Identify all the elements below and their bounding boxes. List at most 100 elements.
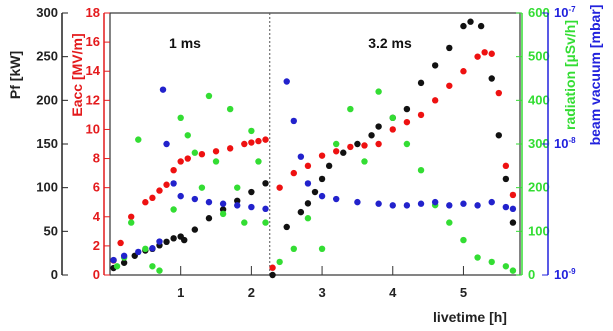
eacc-tick-label: 12 [86,92,100,107]
eacc-point [431,97,439,104]
eacc-point [403,118,411,126]
eacc-point [269,264,276,271]
eacc-tick-label: 8 [93,151,100,166]
rad-point [205,92,213,100]
pf-point [488,75,495,82]
pf-point [269,271,276,279]
pf-point [262,180,269,187]
pf-point [205,215,213,222]
rad-point [255,158,262,165]
eacc-point [177,158,184,165]
rad-point [262,219,269,226]
pf-point [248,188,255,196]
rad-tick-label: 300 [528,136,550,151]
rad-point [113,263,121,270]
rad-point [177,114,184,122]
rad-point [241,219,248,226]
eacc-point [361,142,368,149]
vac-tick-label: 10-9 [554,267,576,282]
rad-point [191,149,199,156]
rad-point [318,245,326,252]
vac-point [120,252,128,260]
rad-point [403,140,411,148]
vac-point [110,256,117,264]
rad-point [460,236,467,244]
rad-point [446,219,453,226]
pf-point [325,162,333,170]
rad-point [290,245,297,252]
eacc-point [474,53,481,60]
eacc-tick-label: 6 [93,180,100,195]
eacc-axis-label: Eacc [MV/m] [69,33,85,116]
rad-point [488,258,495,266]
rad-point [184,132,191,139]
pf-tick-label: 100 [36,180,58,195]
pf-point [403,105,411,113]
vac-point [446,202,453,209]
pf-point [191,226,199,233]
pf-point [417,79,425,87]
eacc-point [446,82,453,89]
rad-point [276,258,283,266]
eacc-point [149,194,156,202]
eacc-point [156,187,163,194]
eacc-tick-label: 2 [93,238,100,253]
eacc-point [212,148,220,155]
eacc-tick-label: 18 [86,5,100,20]
eacc-point [142,199,149,206]
vac-point [403,202,411,209]
pf-point [375,123,382,130]
vac-point [460,200,467,207]
rad-point [502,263,510,270]
rad-point [219,210,227,218]
x-tick-label: 4 [389,285,397,300]
eacc-point [262,136,269,143]
plot-frame [109,12,521,276]
eacc-point [333,148,340,155]
eacc-point [502,162,510,170]
rad-point [248,127,255,135]
annotation-3-2ms: 3.2 ms [368,35,412,51]
eacc-tick-label: 10 [86,121,100,136]
vac-point [283,78,290,85]
x-tick-label: 5 [460,285,467,300]
eacc-point [117,239,124,247]
eacc-point [304,162,312,170]
eacc-point [318,152,326,159]
vac-point [163,140,170,148]
vac-point [318,192,326,200]
pf-tick-label: 200 [36,92,58,107]
annotation-1ms: 1 ms [169,35,201,51]
eacc-point [290,169,297,177]
eacc-point [184,155,191,162]
vac-point [488,198,495,206]
eacc-point [488,50,495,57]
eacc-point [128,213,135,220]
pf-tick-label: 50 [44,223,58,238]
pf-point [234,197,241,204]
vac-point [290,117,297,125]
pf-point [446,44,453,52]
eacc-point [170,167,177,174]
vac-point [502,203,510,211]
rad-point [226,105,234,113]
vac-point [474,202,481,209]
vac-point [170,180,177,187]
pf-point [460,22,467,30]
pf-point [318,175,326,183]
pf-point [304,200,312,207]
eacc-point [255,137,262,145]
vac-point [262,205,269,213]
pf-axis-label: Pf [kW] [7,51,23,99]
rad-point [170,206,177,213]
vac-point [248,203,255,211]
pf-tick-label: 300 [36,5,58,20]
eacc-tick-label: 16 [86,34,100,49]
x-tick-label: 3 [318,285,325,300]
eacc-point [460,68,467,75]
vac-point [205,198,213,206]
vac-point [159,86,167,93]
pf-point [509,219,517,226]
eacc-point [163,181,170,188]
